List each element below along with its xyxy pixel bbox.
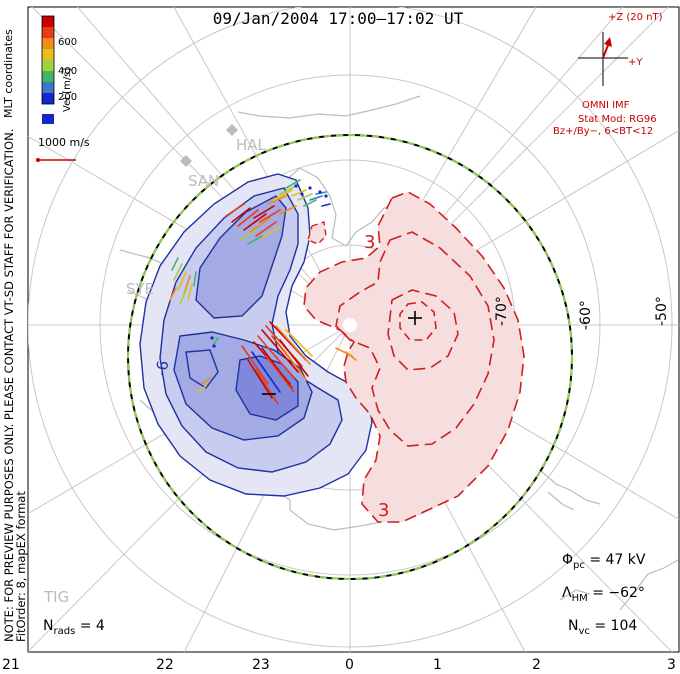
stat-n-rads: Nrads = 4 [43, 618, 105, 637]
vector-origin-dots [210, 184, 328, 348]
stat-n-vc-value: = 104 [594, 618, 638, 634]
mlt-tick-1: 1 [433, 657, 442, 673]
station-tig-label: TIG [44, 588, 70, 606]
coordinate-system-label: MLT coordinates [2, 29, 15, 118]
imf-dial [578, 32, 628, 86]
station-sye-label: SYE [126, 280, 155, 298]
stat-phi-pc-sub: pc [573, 559, 585, 571]
mlt-tick-23: 23 [252, 657, 270, 673]
stat-n-rads-value: = 4 [79, 618, 105, 634]
stat-lambda-hm-value: = −62° [592, 585, 645, 601]
vector-cluster-sparse [197, 337, 357, 393]
stat-lambda-hm-sub: HM [571, 592, 588, 604]
vector-cluster-center [241, 321, 313, 405]
imf-condition: Bz+/By−, 6<BT<12 [553, 126, 654, 137]
contour-label-left: -6 [152, 359, 173, 378]
contour-label-top: 3 [364, 232, 376, 253]
imf-source: OMNI IMF [582, 100, 630, 111]
stat-n-rads-symbol: N [43, 618, 54, 634]
stat-phi-pc-symbol: Φ [562, 552, 574, 568]
vector-cluster-top [225, 179, 331, 245]
latitude-label-60: -60° [578, 300, 594, 330]
stat-phi-pc-value: = 47 kV [589, 552, 646, 568]
mlt-tick-0: 0 [345, 657, 354, 673]
fit-order-label: FitOrder: 8, mapEX format [14, 491, 28, 642]
colorbar-tick-400: 400 [58, 66, 78, 77]
vector-cluster-left [169, 257, 197, 305]
potential-max-marker [408, 311, 422, 325]
imf-z-label: +Z (20 nT) [608, 12, 663, 23]
positive-cell [303, 191, 525, 523]
mlt-tick-21: 21 [2, 657, 20, 673]
stat-n-rads-sub: rads [53, 625, 76, 637]
stat-phi-pc: Φpc = 47 kV [562, 552, 645, 571]
negative-cell [139, 173, 373, 497]
mlt-tick-3: 3 [667, 657, 676, 673]
hm-boundary-dash [127, 134, 573, 580]
stat-n-vc: Nvc = 104 [568, 618, 637, 637]
colorbar-label: Vel [m/s] [62, 67, 73, 112]
colorbar-tick-600: 600 [58, 37, 78, 48]
latitude-label-70: -70° [494, 296, 510, 326]
mlt-tick-22: 22 [156, 657, 174, 673]
station-hal-marker [226, 124, 238, 136]
station-san-marker [180, 155, 192, 167]
latitude-label-50: -50° [654, 296, 670, 326]
stat-n-vc-symbol: N [568, 618, 579, 634]
magnetic-pole-marker [343, 318, 357, 332]
velocity-vectors [169, 179, 357, 405]
imf-model: Stat Mod: RG96 [578, 114, 657, 125]
imf-y-label: +Y [628, 57, 643, 68]
stat-n-vc-sub: vc [578, 625, 590, 637]
station-hal-label: HAL [236, 136, 266, 154]
stat-lambda-hm: ΛHM = −62° [562, 585, 645, 604]
station-san-label: SAN [188, 172, 220, 190]
contour-label-bottom: 3 [378, 500, 390, 521]
velocity-scale-sample [36, 158, 76, 162]
map-title: 09/Jan/2004 17:00–17:02 UT [212, 9, 464, 28]
stat-lambda-hm-symbol: Λ [562, 585, 572, 601]
colorbar-tick-200: 200 [58, 92, 78, 103]
velocity-scale-label: 1000 m/s [38, 136, 90, 149]
velocity-colorbar [41, 15, 55, 124]
colorbar-low-swatch [42, 114, 54, 124]
mlt-tick-2: 2 [532, 657, 541, 673]
